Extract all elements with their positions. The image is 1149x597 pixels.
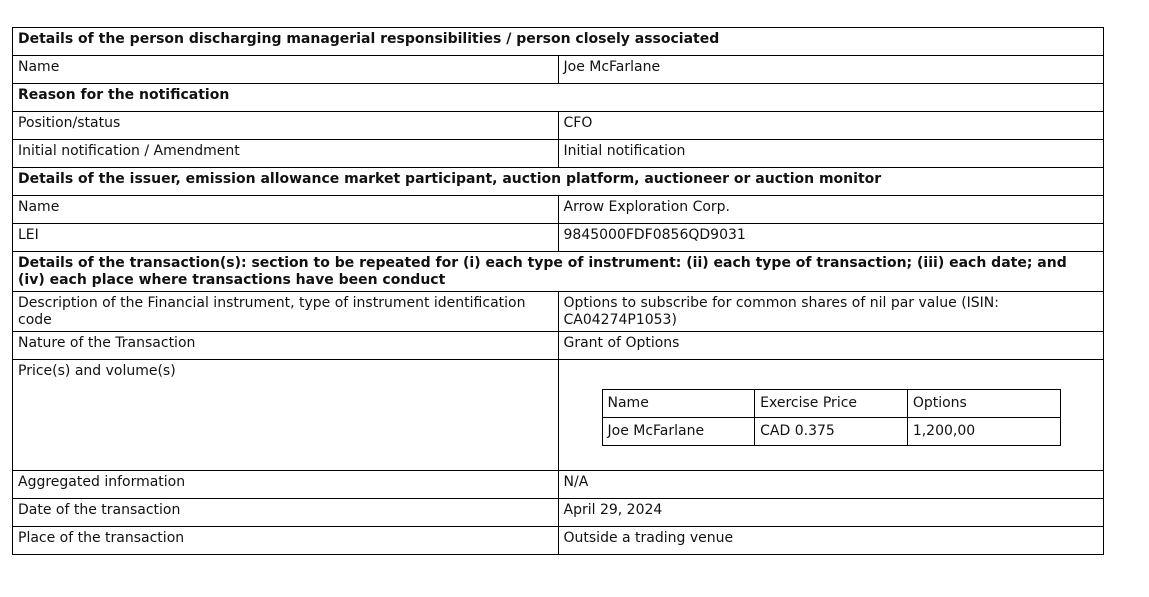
row-value: 9845000FDF0856QD9031 [557,223,1104,252]
table-row: Name Arrow Exploration Corp. [12,195,1104,224]
inner-header-cell: Exercise Price [754,389,908,418]
section-header-row: Details of the transaction(s): section t… [12,251,1104,292]
section-header-reason: Reason for the notification [12,83,1104,112]
inner-cell: 1,200,00 [906,417,1061,446]
row-label: Date of the transaction [12,498,559,527]
section-header-pdmr: Details of the person discharging manage… [12,27,1104,56]
row-label: Name [12,195,559,224]
row-label: LEI [12,223,559,252]
table-row: Date of the transaction April 29, 2024 [12,498,1104,527]
section-header-row: Reason for the notification [12,83,1104,112]
section-header-transaction: Details of the transaction(s): section t… [12,251,1104,292]
row-label: Initial notification / Amendment [12,139,559,168]
table-row: Name Joe McFarlane [12,55,1104,84]
inner-header-row: Name Exercise Price Options [601,389,1061,418]
inner-data-row: Joe McFarlane CAD 0.375 1,200,00 [601,417,1061,446]
row-label: Price(s) and volume(s) [12,359,559,471]
row-label: Place of the transaction [12,526,559,555]
inner-header-cell: Options [906,389,1061,418]
notification-table: Details of the person discharging manage… [12,27,1104,555]
row-value: Initial notification [557,139,1104,168]
table-row: Description of the Financial instrument,… [12,291,1104,332]
row-label: Nature of the Transaction [12,331,559,360]
row-value: CFO [557,111,1104,140]
row-value: N/A [557,470,1104,499]
price-volume-table: Name Exercise Price Options Joe McFarlan… [601,389,1061,446]
row-value: Grant of Options [557,331,1104,360]
section-header-row: Details of the issuer, emission allowanc… [12,167,1104,196]
inner-header-cell: Name [601,389,756,418]
row-value: Joe McFarlane [557,55,1104,84]
row-label: Position/status [12,111,559,140]
table-row: Position/status CFO [12,111,1104,140]
section-header-row: Details of the person discharging manage… [12,27,1104,56]
section-header-issuer: Details of the issuer, emission allowanc… [12,167,1104,196]
table-row: Nature of the Transaction Grant of Option… [12,331,1104,360]
table-row: Aggregated information N/A [12,470,1104,499]
row-value: Options to subscribe for common shares o… [557,291,1104,332]
table-row: Price(s) and volume(s) Name Exercise Pri… [12,359,1104,471]
row-value: Name Exercise Price Options Joe McFarlan… [557,359,1104,471]
table-row: LEI 9845000FDF0856QD9031 [12,223,1104,252]
inner-cell: CAD 0.375 [754,417,908,446]
row-label: Description of the Financial instrument,… [12,291,559,332]
row-label: Aggregated information [12,470,559,499]
row-value: Arrow Exploration Corp. [557,195,1104,224]
row-value: Outside a trading venue [557,526,1104,555]
table-row: Place of the transaction Outside a tradin… [12,526,1104,555]
inner-cell: Joe McFarlane [601,417,756,446]
table-row: Initial notification / Amendment Initial … [12,139,1104,168]
row-value: April 29, 2024 [557,498,1104,527]
row-label: Name [12,55,559,84]
